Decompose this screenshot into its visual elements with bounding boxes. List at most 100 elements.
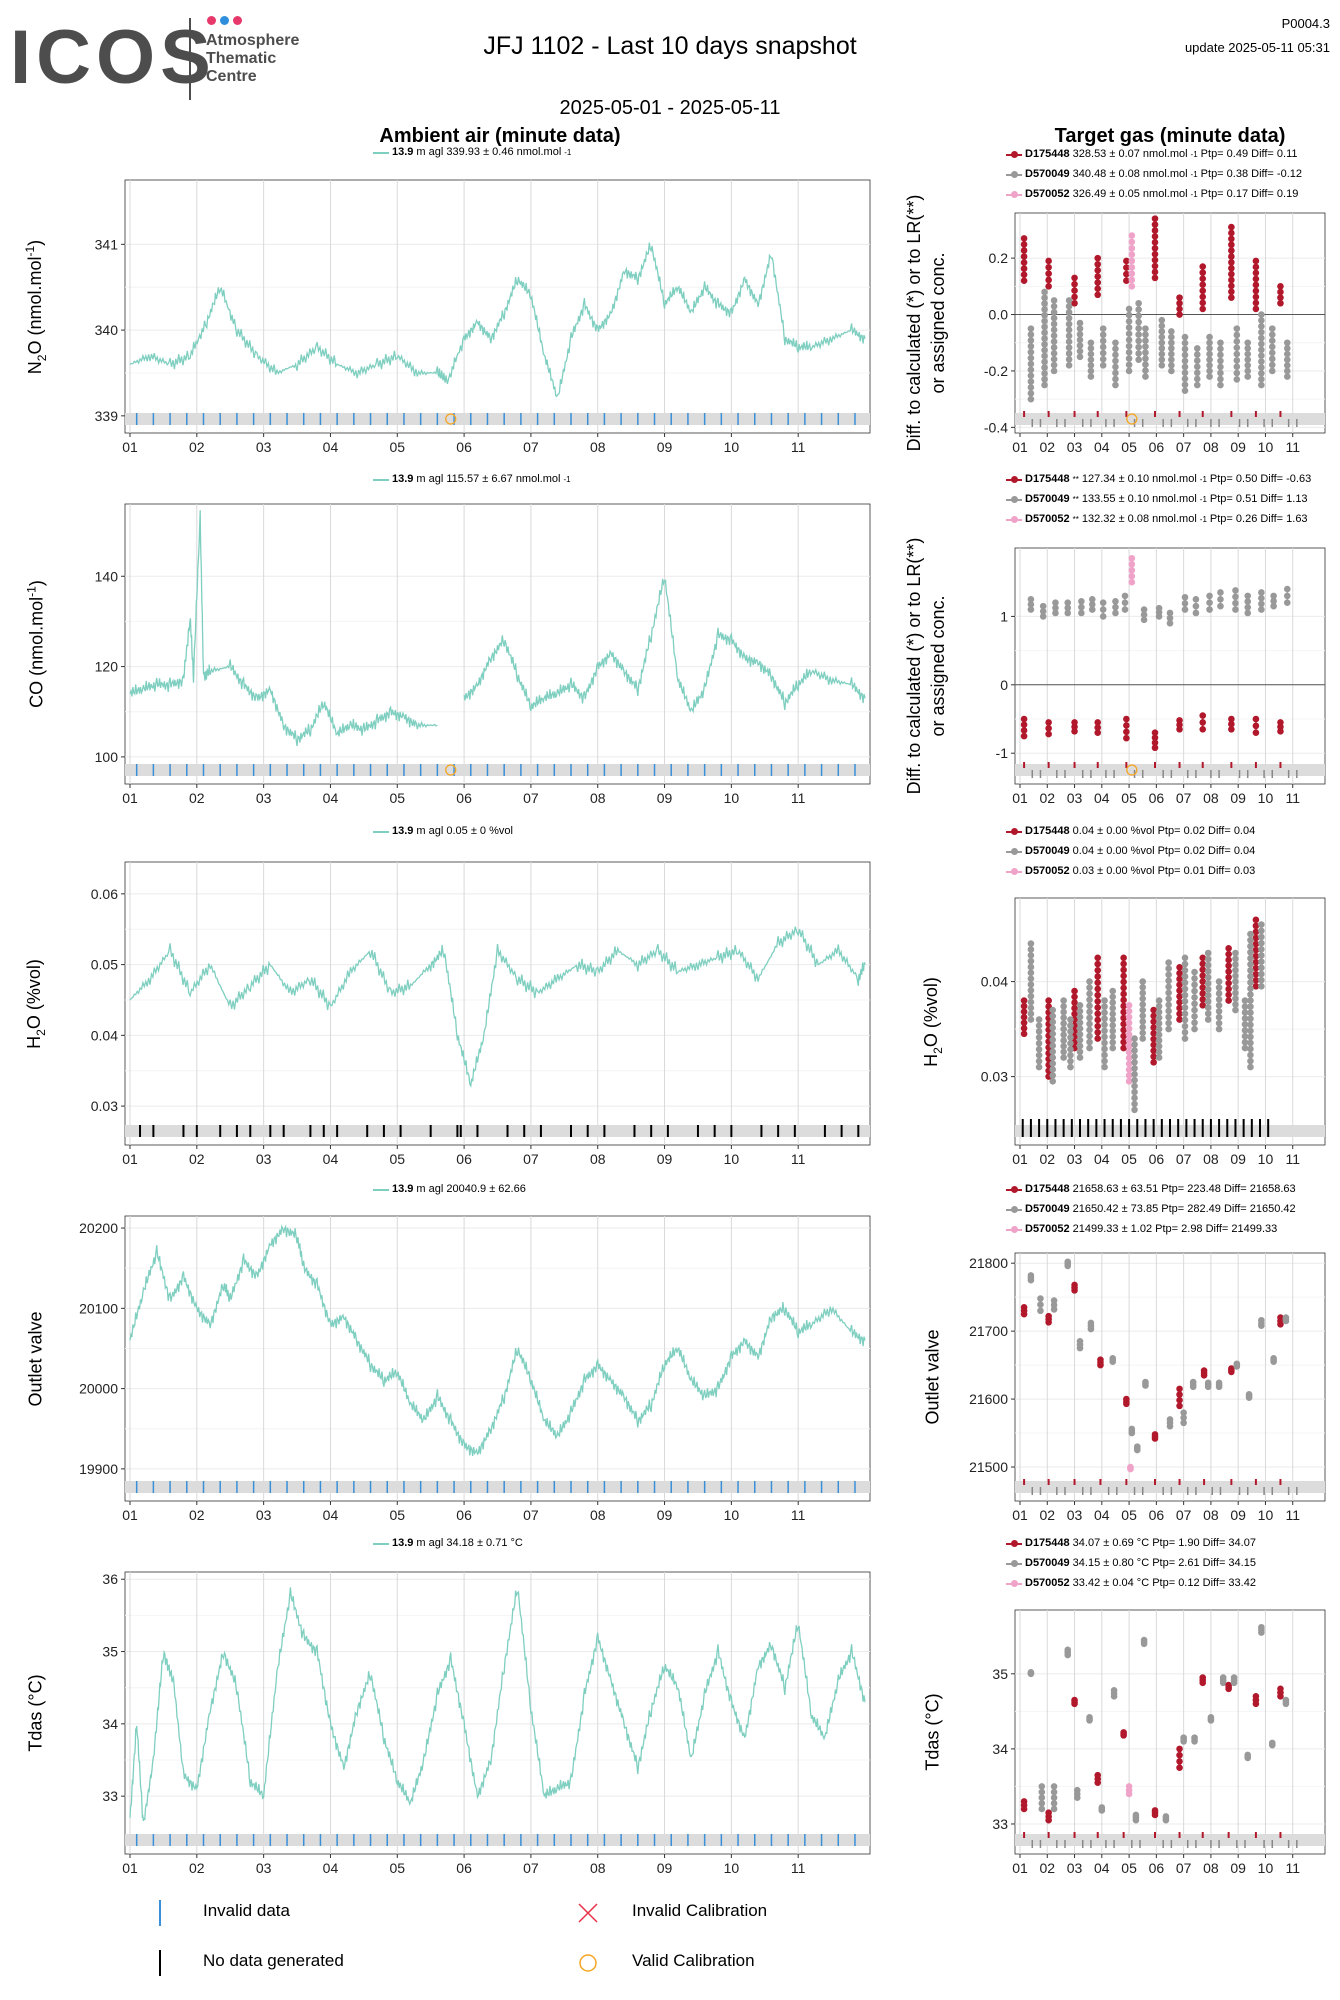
h2o-target-point-D570049	[1247, 942, 1254, 950]
n2o-target-point-D570049	[1125, 318, 1133, 325]
h2o-target-point-D570049	[1139, 1006, 1147, 1014]
outlet-ambient-status-band	[125, 1481, 870, 1493]
h2o-target-point-D175448	[1150, 1012, 1157, 1020]
n2o-target-point-D175448	[1252, 263, 1260, 271]
h2o-target-point-D175448	[1071, 1004, 1078, 1012]
h2o-target-point-D570049	[1060, 1037, 1067, 1044]
co-target-point-D175448	[1151, 729, 1159, 736]
valid-calibration-symbol	[579, 1954, 597, 1972]
co-ambient-ylabel-sup: -1	[24, 586, 39, 597]
co-target-legend-stars: **	[1072, 494, 1079, 504]
h2o-target-xtick-label: 11	[1285, 1151, 1300, 1167]
h2o-target-point-D570049	[1215, 1007, 1223, 1015]
h2o-target-point-D570052	[1125, 1031, 1133, 1038]
h2o-target-point-D570049	[1215, 1025, 1223, 1033]
n2o-target-point-D570049	[1283, 356, 1291, 363]
n2o-ambient-xtick-label: 11	[791, 439, 806, 455]
h2o-target-legend-name: D570049	[1025, 845, 1070, 857]
co-target-point-D175448	[1123, 728, 1130, 736]
outlet-target-point-D570049	[1258, 1316, 1265, 1324]
h2o-target-point-D175448	[1020, 1030, 1028, 1038]
h2o-target-point-D175448	[1120, 978, 1127, 986]
n2o-target-point-D175448	[1199, 281, 1207, 289]
n2o-target-point-D570049	[1112, 363, 1119, 371]
n2o-target-point-D175448	[1151, 262, 1159, 270]
h2o-target-point-D175448	[1120, 1032, 1127, 1040]
co-target-point-D570049	[1052, 599, 1059, 607]
h2o-target-point-D175448	[1199, 990, 1207, 997]
h2o-target-point-D570049	[1204, 961, 1212, 969]
tdas-target-point-D570052	[1125, 1783, 1133, 1790]
h2o-target-point-D175448	[1120, 966, 1127, 974]
co-target-ytick-label: 0	[1000, 677, 1008, 693]
co-target-point-D570049	[1206, 599, 1213, 607]
n2o-target-point-D570049	[1158, 328, 1166, 335]
h2o-target-point-D570049	[1076, 1007, 1084, 1015]
tdas-target-point-D570049	[1219, 1674, 1227, 1681]
tdas-target-xtick-label: 03	[1067, 1860, 1083, 1876]
h2o-target-point-D175448	[1225, 979, 1232, 987]
n2o-target-point-D175448	[1123, 277, 1130, 284]
n2o-target-point-D570049	[1142, 349, 1149, 356]
tdas-target-legend-D570049: D570049 34.15 ± 0.80 °C Ptp= 2.61 Diff= …	[1006, 1557, 1256, 1569]
tdas-target-point-D175448	[1151, 1807, 1159, 1814]
n2o-target-point-D570049	[1135, 356, 1142, 363]
h2o-target-point-D570049	[1247, 961, 1254, 968]
h2o-target-point-D570052	[1125, 1078, 1133, 1085]
h2o-target-point-D570049	[1165, 1025, 1172, 1033]
h2o-target-point-D570049	[1181, 991, 1189, 999]
h2o-target-point-D570049	[1076, 1031, 1084, 1038]
h2o-target-point-D570049	[1086, 996, 1093, 1004]
n2o-ambient-series-line	[129, 242, 866, 398]
h2o-target-point-D570049	[1109, 993, 1117, 1001]
tdas-target-point-D570049	[1230, 1674, 1238, 1681]
co-target-point-D570052	[1128, 566, 1136, 574]
logo-line-3: Centre	[206, 68, 257, 85]
h2o-target-point-D570049	[1049, 1018, 1057, 1026]
co-target-point-D570049	[1088, 601, 1096, 608]
n2o-target-point-D570049	[1099, 343, 1107, 351]
n2o-target-point-D570049	[1258, 369, 1265, 377]
h2o-target-point-D570049	[1076, 1019, 1084, 1027]
h2o-target-point-D570049	[1232, 949, 1239, 957]
h2o-target-point-D570049	[1247, 1057, 1254, 1065]
co-target-legend-sup: -1	[1199, 474, 1207, 484]
h2o-target-point-D175448	[1071, 999, 1078, 1006]
co-target-point-D570052	[1128, 560, 1136, 568]
h2o-target-point-D570049	[1027, 940, 1035, 947]
n2o-target-legend-name: D570052	[1025, 188, 1070, 200]
co-target-ylabel: Diff. to calculated (*) or to LR(**) or a…	[902, 538, 950, 795]
outlet-target-point-D570052	[1127, 1463, 1134, 1471]
h2o-ambient-ylabel: H2O (%vol)	[24, 959, 48, 1049]
h2o-target-point-D570049	[1049, 1072, 1057, 1079]
h2o-target-point-D570049	[1247, 1021, 1254, 1029]
h2o-target-point-D570049	[1191, 1019, 1198, 1027]
outlet-ambient-plot-frame	[124, 1215, 871, 1502]
icos-logo: ICOS	[10, 15, 216, 100]
co-target-legend-sup: -1	[1199, 494, 1207, 504]
outlet-target-ylabel: Outlet valve	[923, 1329, 944, 1424]
h2o-target-point-D570049	[1101, 1003, 1108, 1010]
n2o-target-calibration-mark	[1126, 413, 1138, 425]
n2o-target-point-D175448	[1199, 275, 1207, 282]
h2o-target-point-D570049	[1101, 1063, 1108, 1071]
n2o-target-point-D175448	[1252, 257, 1260, 265]
h2o-target-point-D570049	[1035, 1022, 1043, 1029]
h2o-target-point-D175448	[1150, 1035, 1157, 1043]
co-target-legend-tail: Ptp= 0.26 Diff= 1.63	[1209, 513, 1308, 525]
n2o-target-legend-text: 340.48 ± 0.08 nmol.mol	[1072, 168, 1188, 180]
co-target-legend-D570052: D570052 ** 132.32 ± 0.08 nmol.mol -1 Ptp= …	[1006, 513, 1308, 525]
outlet-target-point-D570049	[1204, 1379, 1212, 1387]
h2o-target-point-D570049	[1232, 995, 1239, 1002]
tdas-target-point-D570049	[1050, 1794, 1058, 1801]
co-target-legend-name: D175448	[1025, 473, 1070, 485]
h2o-target-point-D570049	[1086, 1008, 1093, 1016]
n2o-target-point-D570049	[1268, 349, 1276, 357]
n2o-ambient-xtick-label: 06	[456, 439, 472, 455]
n2o-target-point-D570049	[1027, 372, 1035, 379]
n2o-target-point-D570049	[1027, 348, 1035, 356]
outlet-target-xtick-label: 11	[1285, 1507, 1300, 1523]
h2o-target-xtick-label: 04	[1094, 1151, 1110, 1167]
h2o-target-point-D570049	[1101, 997, 1108, 1004]
